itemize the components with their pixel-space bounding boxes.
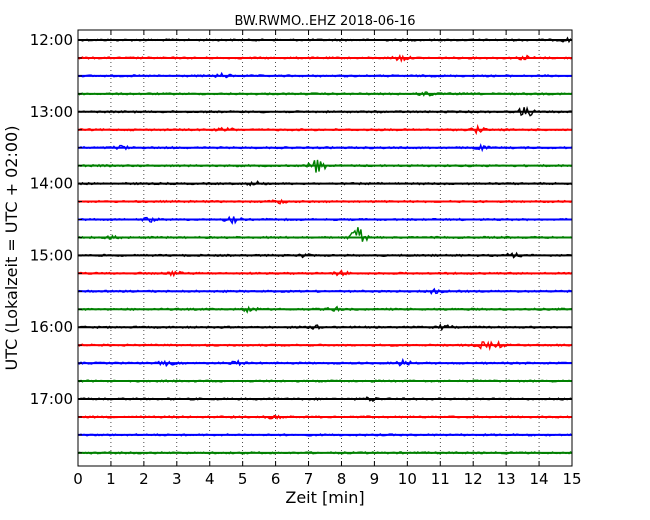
- y-tick-label: 13:00: [30, 103, 73, 121]
- seismogram-trace: [77, 227, 573, 242]
- x-tick-label: 13: [497, 470, 516, 488]
- y-axis-label: UTC (Lokalzeit = UTC + 02:00): [2, 126, 21, 371]
- y-tick-label: 14:00: [30, 175, 73, 193]
- x-tick-label: 3: [172, 470, 182, 488]
- grid-lines: [110, 30, 540, 466]
- chart-title: BW.RWMO..EHZ 2018-06-16: [234, 14, 415, 29]
- x-tick-label: 12: [464, 470, 483, 488]
- x-tick-label: 11: [431, 470, 450, 488]
- y-tick-label: 17:00: [30, 390, 73, 408]
- x-tick-label: 7: [304, 470, 314, 488]
- y-axis: 12:00 13:00 14:00 15:00 16:00 17:00: [30, 31, 82, 454]
- x-tick-label: 4: [205, 470, 215, 488]
- x-tick-label: 9: [370, 470, 380, 488]
- x-axis-label: Zeit [min]: [285, 488, 364, 507]
- trace-lines: [77, 36, 573, 455]
- x-tick-label: 1: [106, 470, 116, 488]
- x-tick-label: 2: [139, 470, 149, 488]
- y-tick-label: 15:00: [30, 246, 73, 264]
- x-tick-label: 8: [337, 470, 347, 488]
- x-tick-label: 15: [562, 470, 581, 488]
- x-tick-label: 6: [271, 470, 281, 488]
- x-tick-label: 10: [398, 470, 417, 488]
- x-tick-label: 14: [530, 470, 549, 488]
- x-axis: 0 1 2 3 4 5 6 7 8 9 10 11 12 13 14 15: [73, 30, 582, 488]
- x-tick-label: 5: [238, 470, 248, 488]
- plot-frame: [77, 29, 573, 467]
- y-tick-label: 12:00: [30, 31, 73, 49]
- y-tick-label: 16:00: [30, 318, 73, 336]
- x-tick-label: 0: [73, 470, 83, 488]
